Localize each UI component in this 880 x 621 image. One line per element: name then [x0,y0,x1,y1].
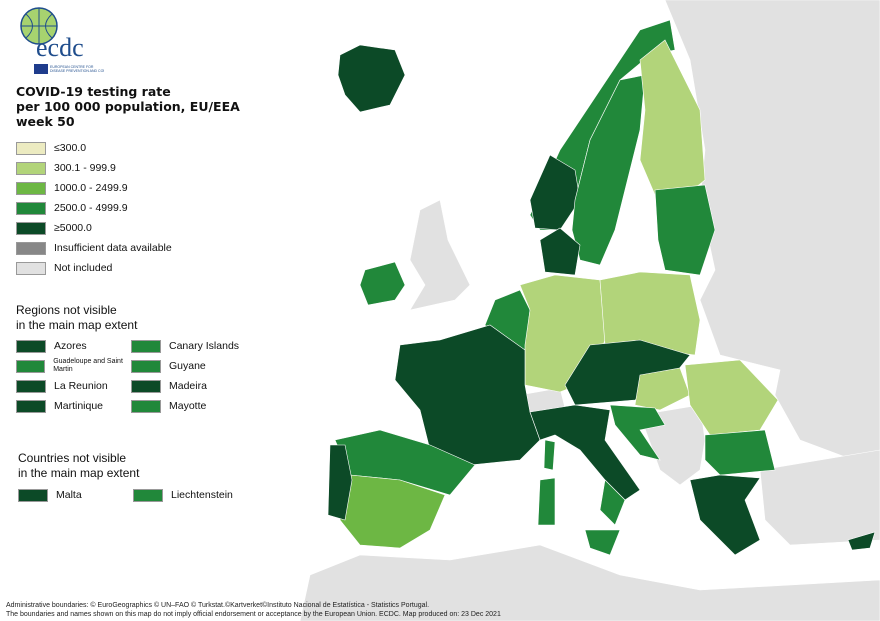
legend-swatch [16,379,46,393]
north-africa [299,544,880,621]
legend-swatch [16,339,46,353]
legend-label: Mayotte [169,400,207,412]
uk [409,199,471,311]
legend-swatch [133,488,163,502]
heading-line: Regions not visible [16,303,117,317]
legend-swatch [16,359,46,373]
legend-swatch [16,201,46,215]
countries-legend: Malta Liechtenstein [18,488,263,502]
legend-label: Malta [56,489,82,501]
ireland [359,261,406,306]
legend-swatch [131,379,161,393]
denmark [539,227,581,276]
legend-label: Not included [54,262,113,274]
legend-item: Guadeloupe and Saint Martin [16,358,131,373]
legend-item: Mayotte [131,399,261,413]
legend-label: Guadeloupe and Saint Martin [53,358,123,373]
greece [689,474,761,556]
legend-item: Martinique [16,399,131,413]
legend-label: 300.1 - 999.9 [54,162,116,174]
sicily [584,529,621,556]
legend-label: Azores [54,340,87,352]
legend-swatch [16,161,46,175]
footer-line: Administrative boundaries: © EuroGeograp… [6,602,430,609]
legend-swatch [131,399,161,413]
russia-belarus-ukraine [664,0,880,471]
legend-swatch [131,359,161,373]
legend-item: Malta [18,488,133,502]
svg-text:DISEASE PREVENTION AND CONTROL: DISEASE PREVENTION AND CONTROL [50,69,104,73]
regions-legend: Azores Canary Islands Guadeloupe and Saint… [16,339,261,413]
regions-heading: Regions not visible in the main map exte… [16,303,137,333]
legend-label: Madeira [169,380,207,392]
legend-item: Not included [16,258,172,278]
portugal [327,444,353,521]
legend-swatch [16,181,46,195]
legend-item: Insufficient data available [16,238,172,258]
footer: Administrative boundaries: © EuroGeograp… [6,601,501,619]
ecdc-logo: ecdc EUROPEAN CENTRE FOR DISEASE PREVENT… [20,7,104,74]
title-line: week 50 [16,114,75,129]
romania [684,359,779,436]
spain-south [339,474,446,549]
corsica [543,439,556,471]
legend-item: 300.1 - 999.9 [16,158,172,178]
legend-swatch [18,488,48,502]
legend-swatch [16,141,46,155]
map-title: COVID-19 testing rate per 100 000 popula… [16,84,240,129]
heading-line: in the main map extent [18,466,140,480]
legend: ≤300.0 300.1 - 999.9 1000.0 - 2499.9 2500.0… [16,138,172,278]
iceland [337,44,406,113]
legend-item: La Reunion [16,379,131,393]
legend-label: Guyane [169,360,206,372]
heading-line: in the main map extent [16,318,138,332]
legend-label: 2500.0 - 4999.9 [54,202,128,214]
legend-label: Martinique [54,400,104,412]
legend-label: 1000.0 - 2499.9 [54,182,128,194]
legend-swatch [16,261,46,275]
legend-item: ≥5000.0 [16,218,172,238]
svg-text:EUROPEAN CENTRE FOR: EUROPEAN CENTRE FOR [50,65,94,69]
legend-label: La Reunion [54,380,108,392]
legend-item: 1000.0 - 2499.9 [16,178,172,198]
legend-label: Canary Islands [169,340,240,352]
legend-label: ≥5000.0 [54,222,92,234]
legend-swatch [16,241,46,255]
legend-label: Liechtenstein [171,489,233,501]
title-line: per 100 000 population, EU/EEA [16,99,240,114]
legend-swatch [16,399,46,413]
bulgaria [704,429,776,476]
italy-south [599,479,626,526]
legend-item: Azores [16,339,131,353]
legend-item: Madeira [131,379,261,393]
legend-item: Liechtenstein [133,488,263,502]
sweden [571,74,646,266]
sardinia [537,477,556,526]
heading-line: Countries not visible [18,451,127,465]
legend-item: 2500.0 - 4999.9 [16,198,172,218]
legend-item: Guyane [131,359,261,373]
legend-swatch [16,221,46,235]
svg-text:ecdc: ecdc [36,33,84,62]
cyprus [847,531,876,551]
baltics [654,184,716,276]
legend-label: ≤300.0 [54,142,87,154]
title-line: COVID-19 testing rate [16,84,171,99]
legend-label: Insufficient data available [54,242,172,254]
turkey [759,449,880,546]
legend-item: Canary Islands [131,339,261,353]
legend-swatch [131,339,161,353]
hungary [634,367,691,411]
countries-heading: Countries not visible in the main map ex… [18,451,139,481]
legend-item: ≤300.0 [16,138,172,158]
slovenia-croatia [609,404,666,461]
footer-line: The boundaries and names shown on this m… [6,611,501,618]
